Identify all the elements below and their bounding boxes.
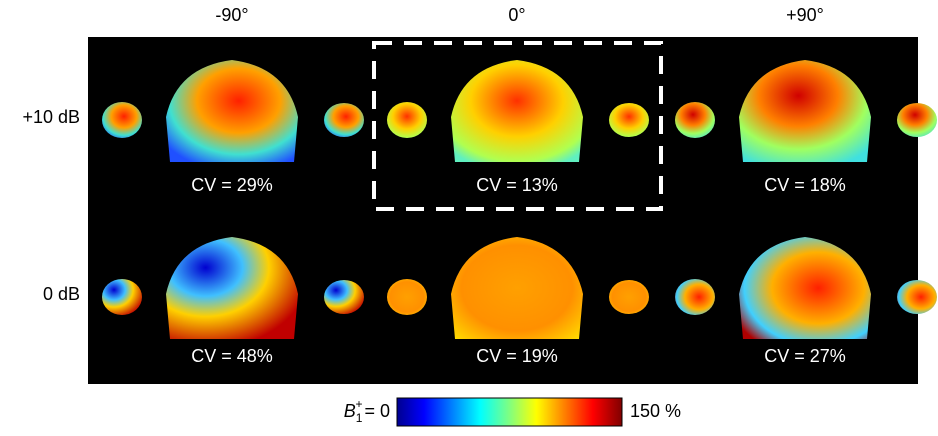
organ-slice <box>166 60 298 162</box>
cv-label: CV = 27% <box>764 346 846 366</box>
organ-slice-right <box>324 103 364 137</box>
column-label: +90° <box>786 5 824 25</box>
organ-slice-left <box>675 102 715 138</box>
symbol: B <box>344 401 356 421</box>
superscript: + <box>355 397 362 411</box>
cv-label: CV = 48% <box>191 346 273 366</box>
organ-slice <box>166 237 298 339</box>
organ-slice-left <box>387 102 427 138</box>
organ-slice-left <box>102 279 142 315</box>
colorbar-max-label: 150 % <box>630 401 681 421</box>
organ-slice <box>451 237 583 339</box>
organ-slice <box>739 237 871 339</box>
highlight-box <box>372 41 663 211</box>
organ-slice-left <box>675 279 715 315</box>
subscript: 1 <box>356 411 363 425</box>
organ-slice <box>739 60 871 162</box>
organ-slice <box>451 60 583 162</box>
cv-label: CV = 29% <box>191 175 273 195</box>
row-label: 0 dB <box>43 284 80 304</box>
organ-slice-right <box>324 280 364 314</box>
row-label: +10 dB <box>22 107 80 127</box>
cv-label: CV = 19% <box>476 346 558 366</box>
organ-slice-left <box>387 279 427 315</box>
organ-slice-right <box>897 103 937 137</box>
column-label: -90° <box>215 5 248 25</box>
min-label: = 0 <box>364 401 390 421</box>
organ-slice-right <box>897 280 937 314</box>
cv-label: CV = 18% <box>764 175 846 195</box>
colorbar-label: B1+ = 0 <box>344 397 390 425</box>
organ-slice-left <box>102 102 142 138</box>
cv-label: CV = 13% <box>476 175 558 195</box>
colorbar <box>396 397 623 427</box>
organ-slice-right <box>609 103 649 137</box>
column-label: 0° <box>508 5 525 25</box>
organ-slice-right <box>609 280 649 314</box>
